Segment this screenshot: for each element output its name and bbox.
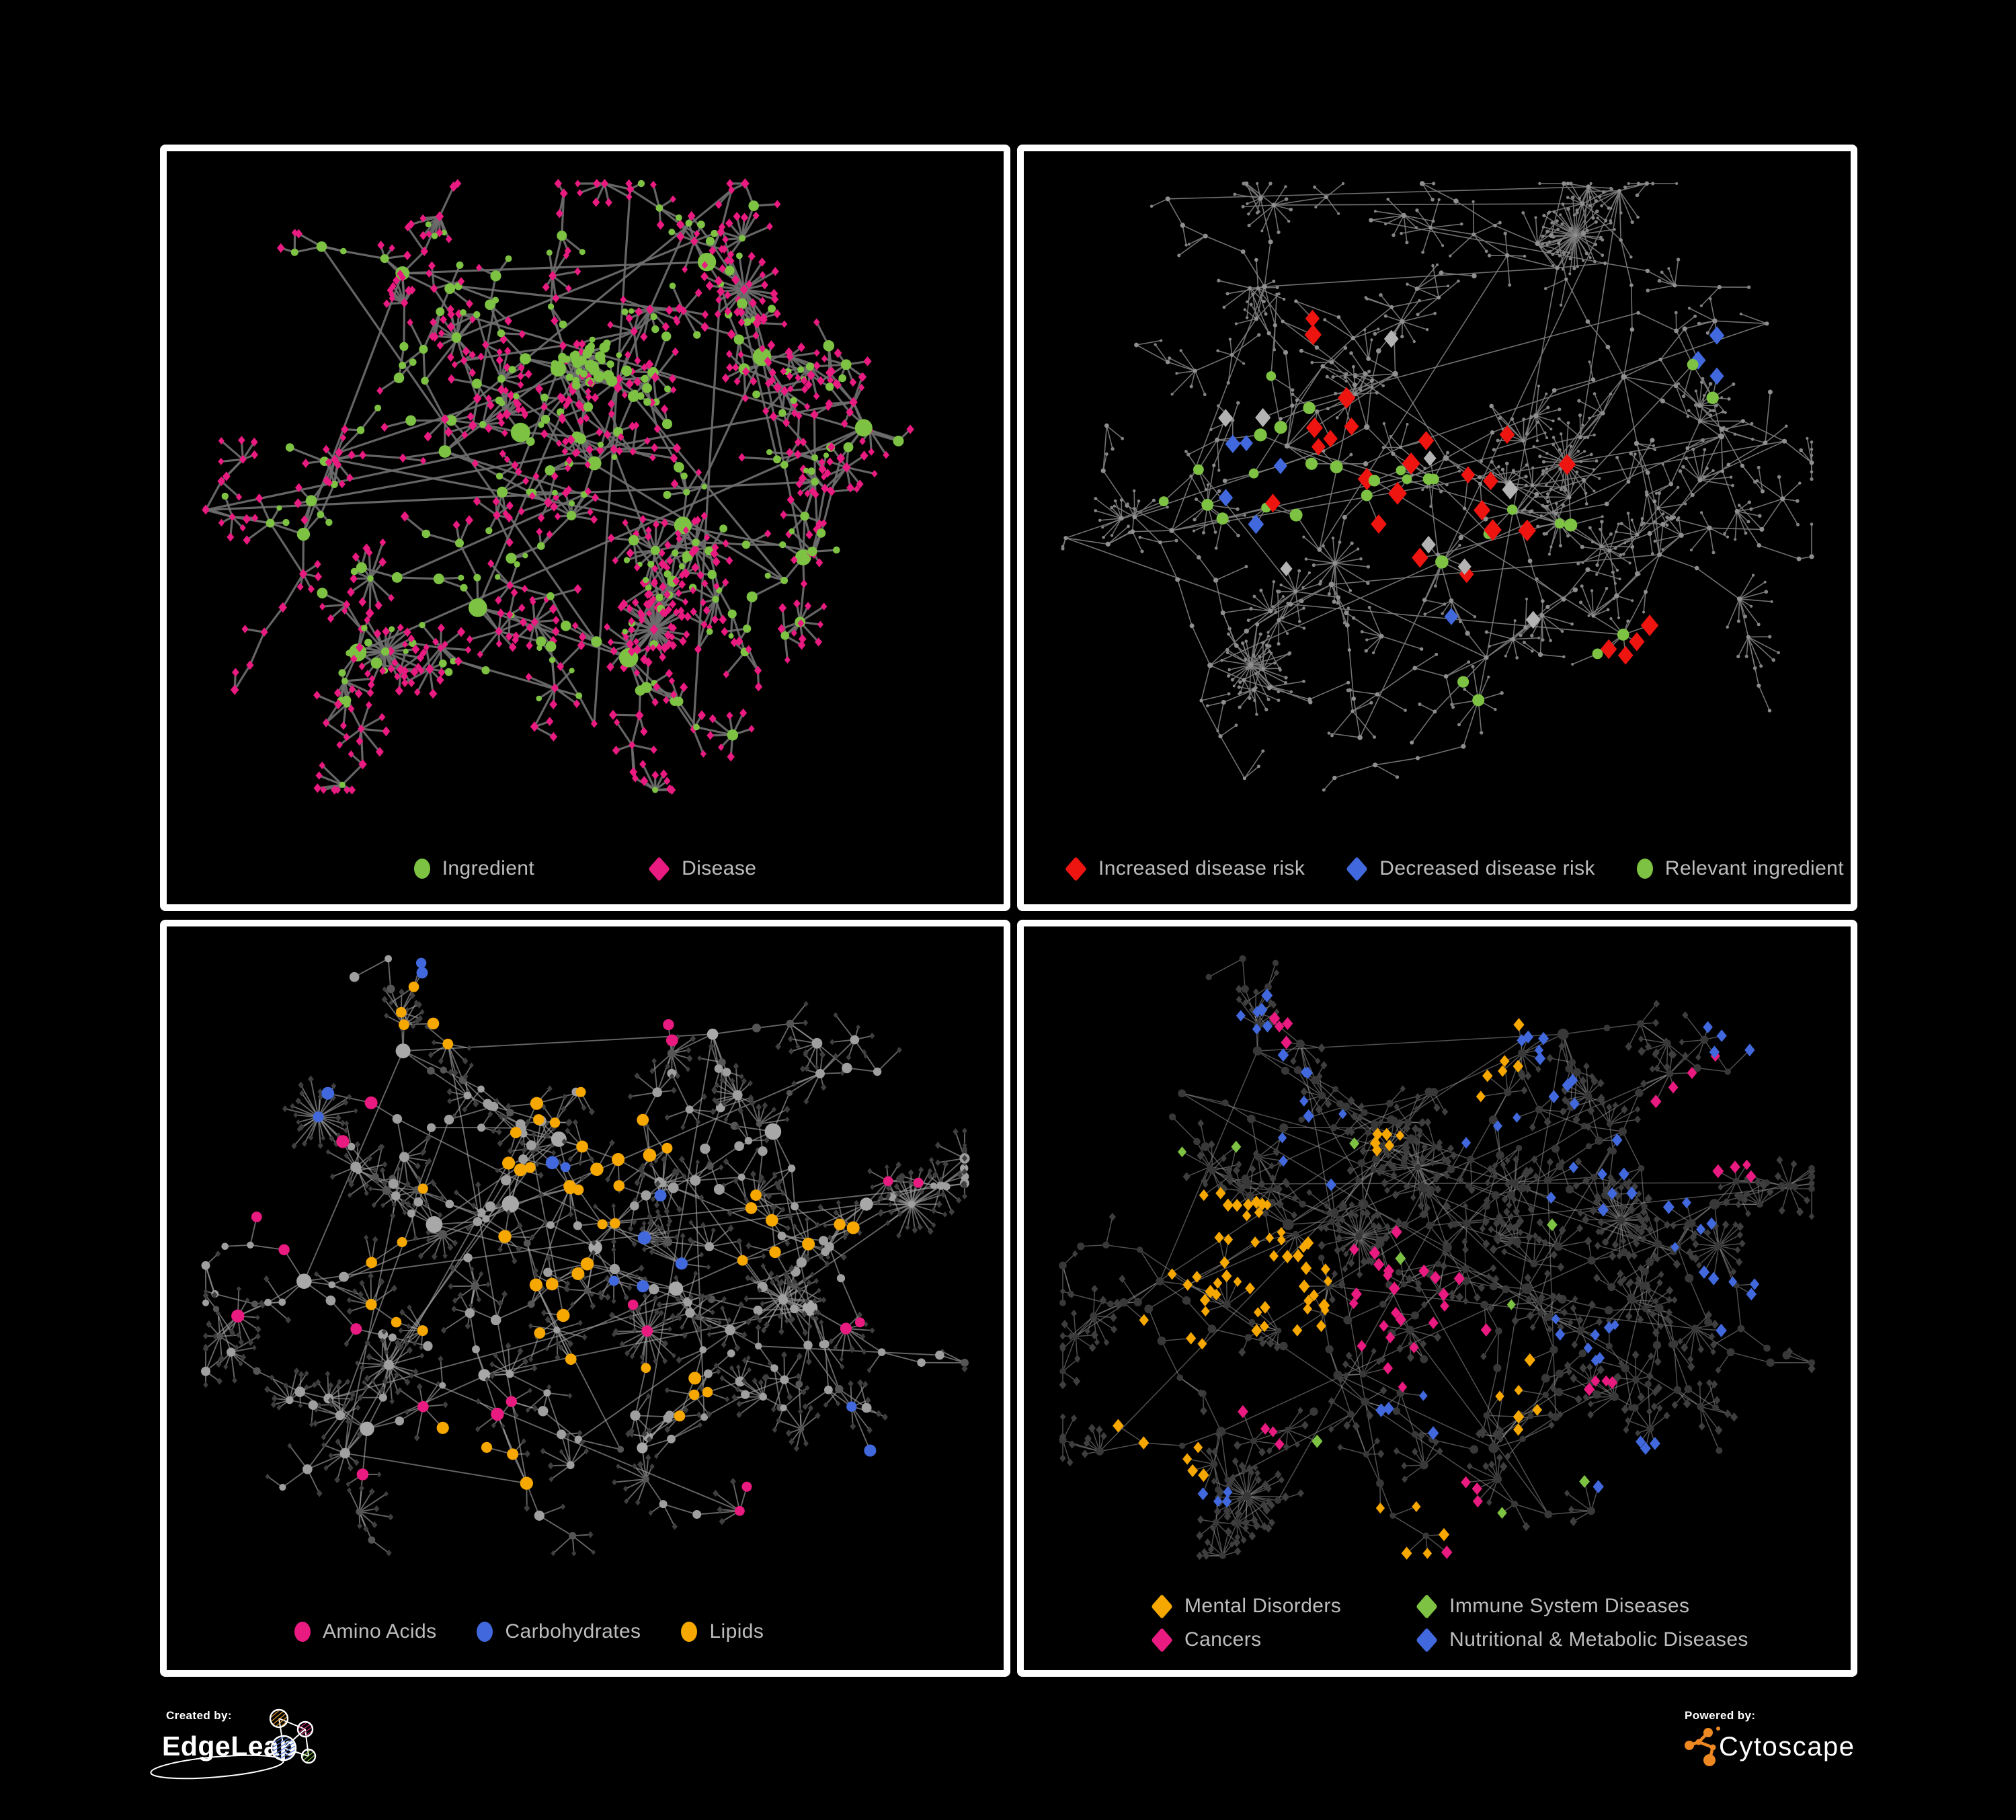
legend-ingredient-classes: Amino Acids Carbohydrates Lipids [167,1620,1004,1643]
legend-item-lipids: Lipids [681,1620,764,1643]
legend-label: Ingredient [442,857,535,879]
edgeleap-green-node [300,1748,317,1764]
cytoscape-logo-icon [1685,1727,1720,1766]
legend-disease-classes: Mental Disorders Immune System Diseases … [1024,1593,1851,1653]
panel-ingredient-classes: Amino Acids Carbohydrates Lipids [160,920,1010,1677]
amino-acids-marker-icon [294,1622,311,1642]
immune-diseases-marker-icon [1416,1593,1438,1619]
legend-ingredient-disease: Ingredient Disease [167,856,1004,881]
legend-label: Nutritional & Metabolic Diseases [1449,1628,1748,1651]
legend-item-carbohydrates: Carbohydrates [477,1620,641,1643]
legend-label: Carbohydrates [505,1620,641,1643]
legend-label: Decreased disease risk [1379,857,1595,879]
panel-disease-risk: Increased disease risk Decreased disease… [1017,145,1857,911]
legend-label: Immune System Diseases [1449,1595,1690,1617]
edgeleap-swoosh [150,1754,284,1780]
powered-by-label: Powered by: [1685,1709,1756,1722]
edgeleap-blue-node [270,1735,297,1762]
legend-item-disease: Disease [648,856,757,881]
decreased-risk-marker-icon [1346,856,1369,881]
legend-item-relevant-ingredient: Relevant ingredient [1636,857,1844,880]
legend-item-amino-acids: Amino Acids [294,1620,436,1643]
network-canvas-disease-risk [1061,181,1814,792]
carbohydrates-marker-icon [477,1622,493,1642]
edgeleap-magenta-node [296,1720,314,1738]
legend-label: Cancers [1184,1628,1262,1651]
edgeleap-logo [150,1708,317,1780]
legend-item-cancers: Cancers [1151,1627,1341,1653]
legend-item-immune-system-diseases: Immune System Diseases [1416,1593,1748,1619]
panel-ingredient-disease: Ingredient Disease [160,145,1010,911]
created-by-label: Created by: [166,1709,232,1722]
legend-label: Amino Acids [323,1620,437,1643]
legend-label: Relevant ingredient [1664,857,1844,879]
legend-label: Mental Disorders [1184,1595,1342,1617]
lipids-marker-icon [681,1622,698,1642]
legend-item-nutritional-metabolic-diseases: Nutritional & Metabolic Diseases [1416,1627,1748,1653]
cancers-marker-icon [1151,1627,1173,1653]
legend-label: Lipids [709,1620,764,1643]
disease-marker-icon [648,856,670,881]
increased-risk-marker-icon [1065,856,1087,881]
panel-disease-classes: Mental Disorders Immune System Diseases … [1017,920,1857,1677]
legend-disease-risk: Increased disease risk Decreased disease… [1024,856,1851,881]
legend-item-increased-risk: Increased disease risk [1065,856,1305,881]
legend-label: Increased disease risk [1098,857,1305,879]
network-canvas-disease-classes [1059,955,1816,1560]
nutritional-diseases-marker-icon [1416,1627,1438,1653]
network-canvas-ingredient-classes [201,955,970,1556]
edgeleap-network-nodes [269,1708,317,1764]
ingredient-marker-icon [413,859,430,879]
legend-item-ingredient: Ingredient [413,857,535,880]
edgeleap-orange-node [269,1708,289,1729]
legend-item-decreased-risk: Decreased disease risk [1346,856,1595,881]
relevant-ingredient-marker-icon [1636,859,1653,879]
mental-disorders-marker-icon [1151,1593,1173,1619]
cytoscape-logo-text: Cytoscape [1719,1732,1855,1762]
network-canvas-ingredient-disease [202,178,914,795]
legend-item-mental-disorders: Mental Disorders [1151,1593,1342,1619]
legend-label: Disease [682,857,757,879]
